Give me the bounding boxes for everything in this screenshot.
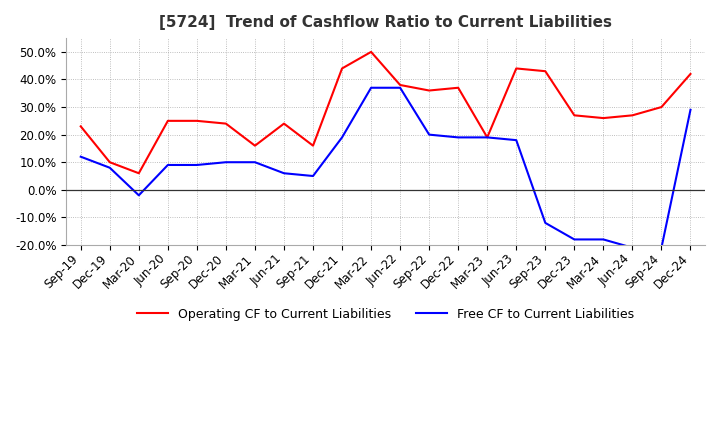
Free CF to Current Liabilities [570,237,579,242]
Free CF to Current Liabilities [628,245,636,250]
Operating CF to Current Liabilities [657,104,666,110]
Title: [5724]  Trend of Cashflow Ratio to Current Liabilities: [5724] Trend of Cashflow Ratio to Curren… [159,15,612,30]
Free CF to Current Liabilities [512,138,521,143]
Operating CF to Current Liabilities [425,88,433,93]
Line: Operating CF to Current Liabilities: Operating CF to Current Liabilities [81,52,690,173]
Free CF to Current Liabilities [251,160,259,165]
Legend: Operating CF to Current Liabilities, Free CF to Current Liabilities: Operating CF to Current Liabilities, Fre… [132,303,639,326]
Free CF to Current Liabilities [338,135,346,140]
Free CF to Current Liabilities [309,173,318,179]
Operating CF to Current Liabilities [76,124,85,129]
Line: Free CF to Current Liabilities: Free CF to Current Liabilities [81,88,690,248]
Free CF to Current Liabilities [163,162,172,168]
Operating CF to Current Liabilities [686,71,695,77]
Free CF to Current Liabilities [135,193,143,198]
Operating CF to Current Liabilities [512,66,521,71]
Free CF to Current Liabilities [483,135,492,140]
Operating CF to Current Liabilities [628,113,636,118]
Operating CF to Current Liabilities [105,160,114,165]
Operating CF to Current Liabilities [163,118,172,124]
Operating CF to Current Liabilities [135,171,143,176]
Free CF to Current Liabilities [454,135,462,140]
Free CF to Current Liabilities [366,85,375,90]
Free CF to Current Liabilities [599,237,608,242]
Operating CF to Current Liabilities [251,143,259,148]
Free CF to Current Liabilities [279,171,288,176]
Operating CF to Current Liabilities [338,66,346,71]
Operating CF to Current Liabilities [279,121,288,126]
Operating CF to Current Liabilities [192,118,201,124]
Operating CF to Current Liabilities [570,113,579,118]
Operating CF to Current Liabilities [366,49,375,55]
Free CF to Current Liabilities [425,132,433,137]
Free CF to Current Liabilities [222,160,230,165]
Operating CF to Current Liabilities [483,135,492,140]
Operating CF to Current Liabilities [222,121,230,126]
Free CF to Current Liabilities [76,154,85,159]
Operating CF to Current Liabilities [599,115,608,121]
Free CF to Current Liabilities [541,220,549,226]
Operating CF to Current Liabilities [541,69,549,74]
Free CF to Current Liabilities [396,85,405,90]
Free CF to Current Liabilities [105,165,114,170]
Free CF to Current Liabilities [686,107,695,113]
Operating CF to Current Liabilities [454,85,462,90]
Free CF to Current Liabilities [192,162,201,168]
Free CF to Current Liabilities [657,245,666,250]
Operating CF to Current Liabilities [309,143,318,148]
Operating CF to Current Liabilities [396,82,405,88]
